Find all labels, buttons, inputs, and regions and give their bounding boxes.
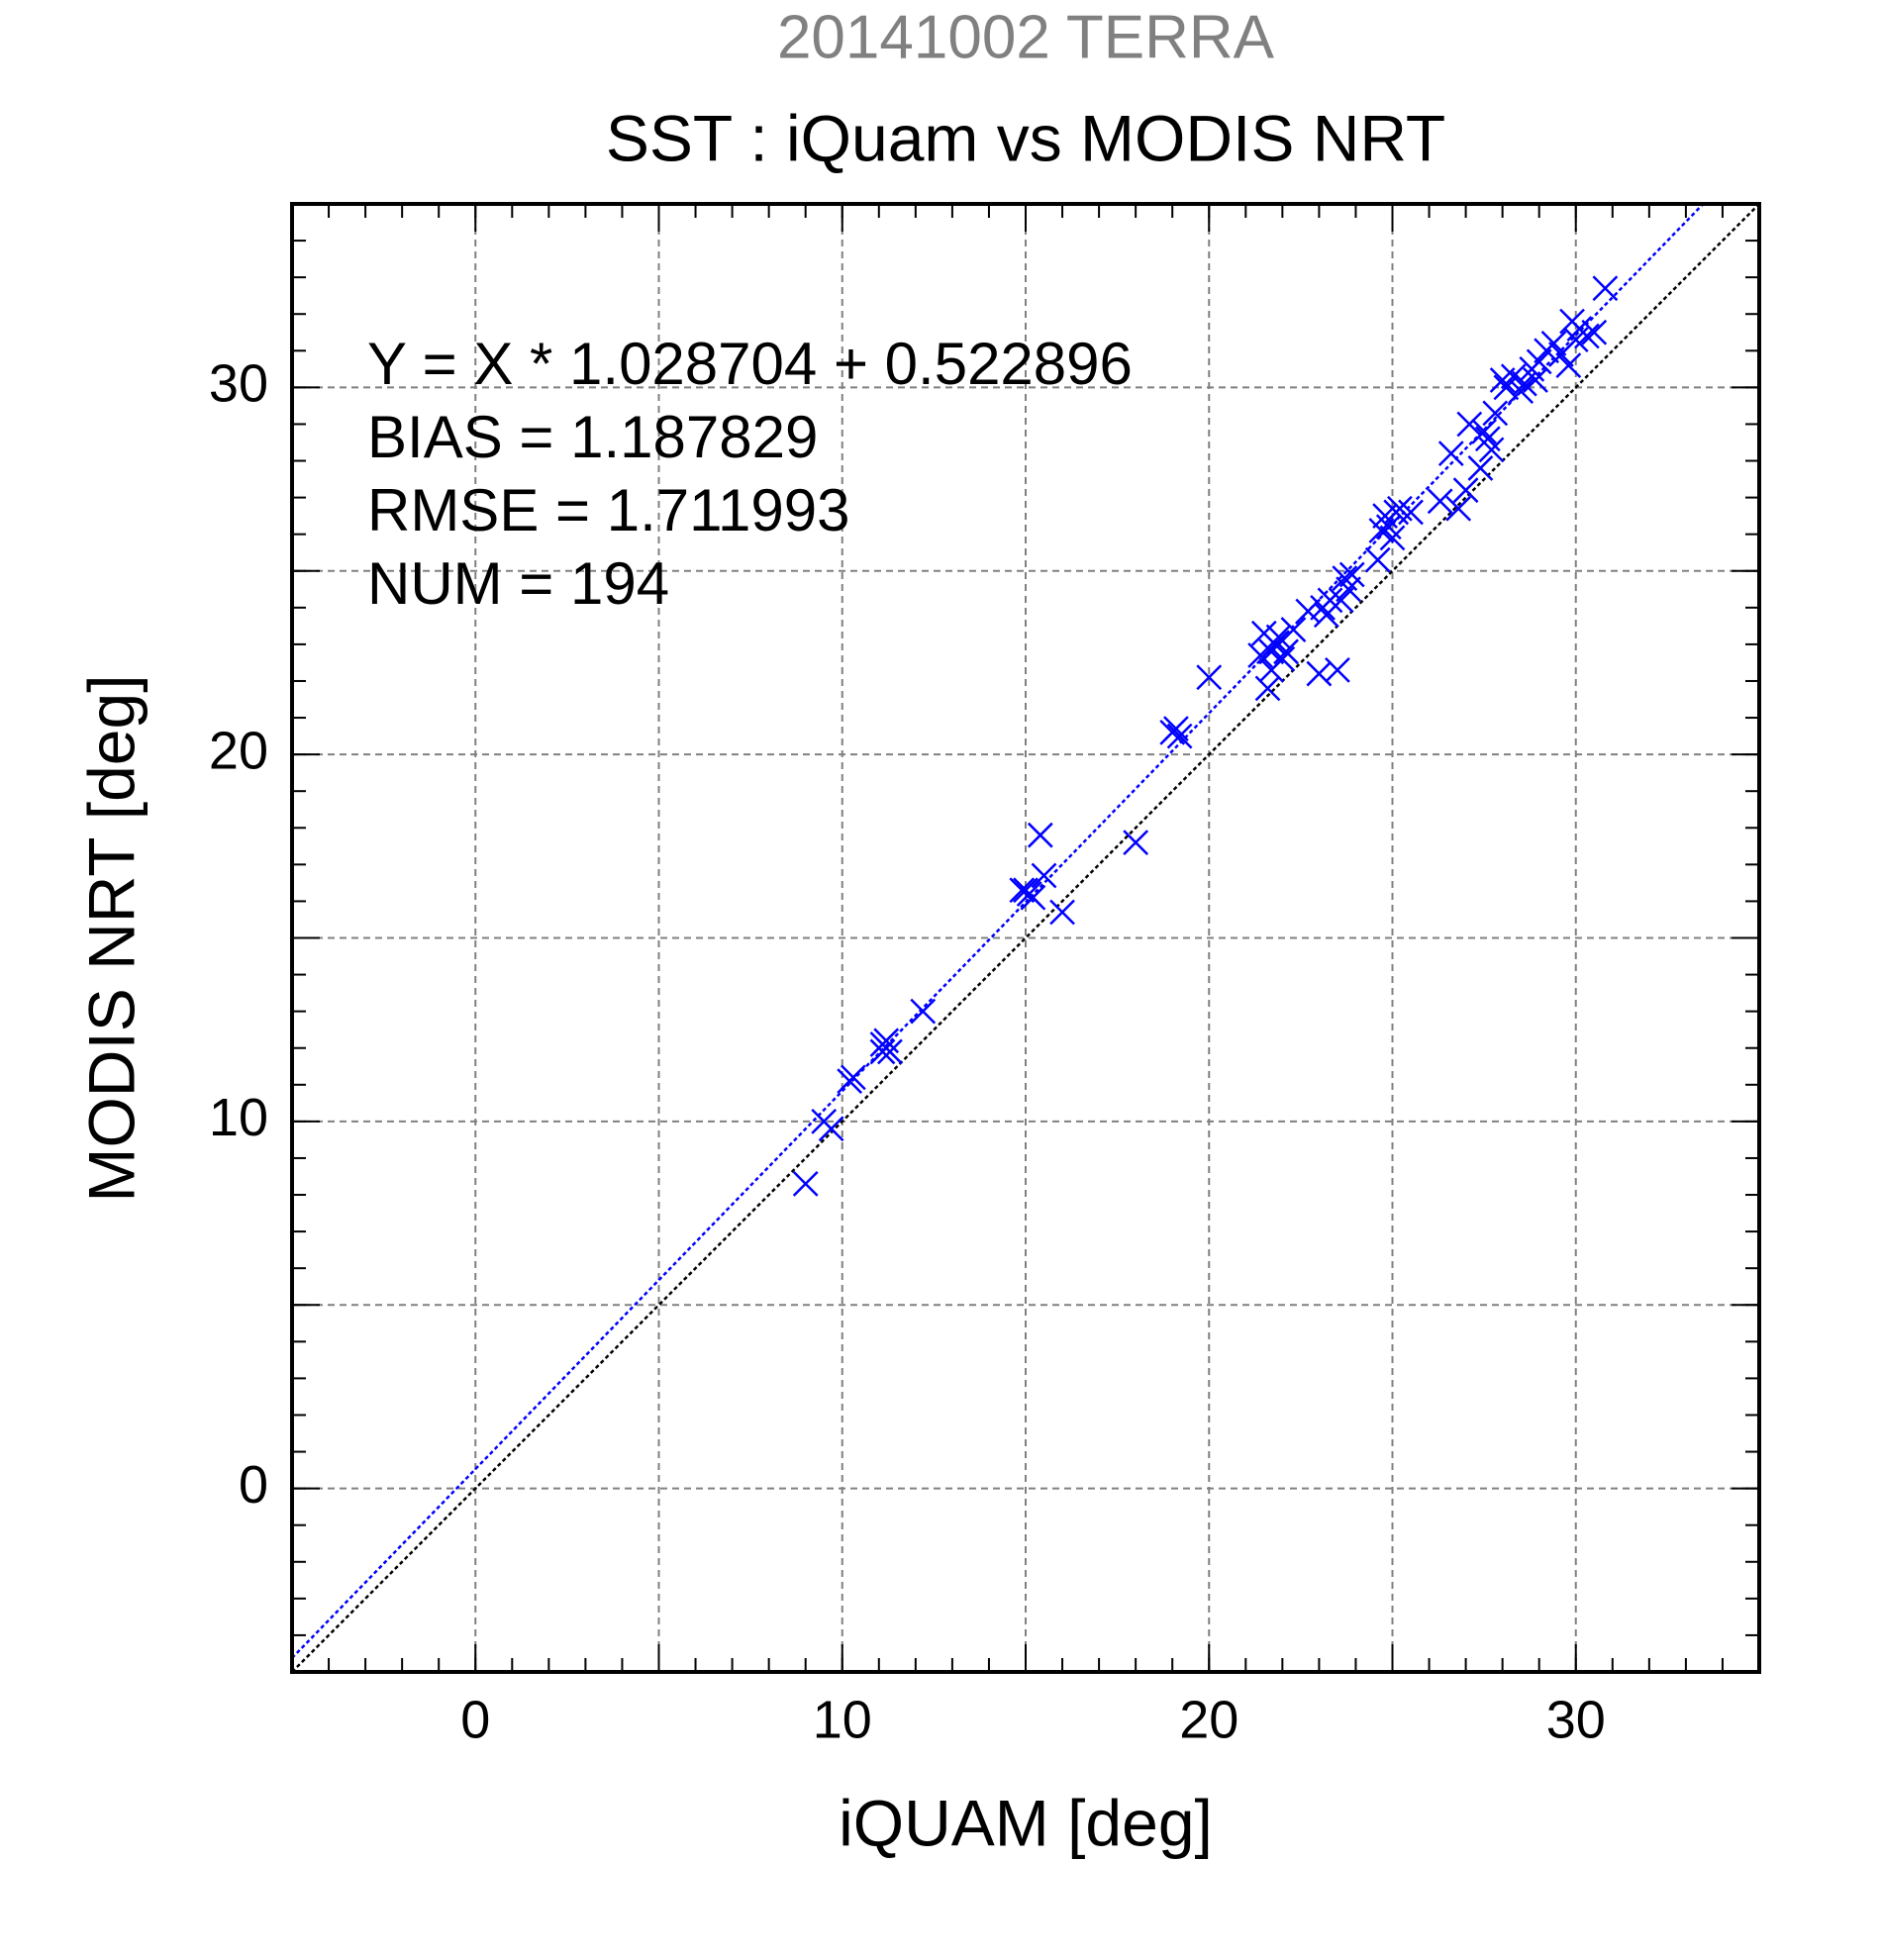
x-tick-label: 0 (460, 1690, 490, 1749)
point (1273, 638, 1299, 665)
point (1336, 576, 1361, 603)
point (1471, 418, 1498, 444)
plot-frame (290, 202, 1761, 1674)
point (1592, 275, 1619, 302)
point (1478, 437, 1505, 463)
point (1540, 331, 1567, 356)
point (1166, 723, 1193, 749)
point (1364, 546, 1391, 573)
x-tick-label: 10 (813, 1690, 872, 1749)
point (910, 998, 937, 1025)
point (1445, 495, 1472, 522)
annotation: RMSE = 1.711993 (367, 477, 850, 543)
point (1452, 477, 1479, 504)
point (1427, 488, 1453, 515)
point (1258, 656, 1285, 683)
point (1482, 400, 1509, 427)
y-tick-label: 20 (209, 721, 268, 780)
y-axis-label: MODIS NRT [deg] (74, 674, 148, 1202)
point (1262, 632, 1288, 657)
point (1437, 441, 1464, 466)
point (1338, 561, 1365, 588)
point (1581, 319, 1608, 345)
point (1526, 348, 1552, 375)
point (1467, 455, 1494, 481)
point (1049, 899, 1075, 926)
point (1456, 411, 1483, 438)
point (1027, 822, 1053, 848)
point (1328, 587, 1354, 614)
x-axis-label: iQUAM [deg] (839, 1786, 1213, 1859)
point (1031, 862, 1057, 889)
annotation: BIAS = 1.187829 (367, 404, 818, 470)
point (1306, 660, 1333, 687)
point (1196, 664, 1223, 691)
y-tick-label: 0 (239, 1455, 268, 1515)
x-tick-label: 20 (1179, 1690, 1238, 1749)
point (1500, 363, 1527, 390)
y-tick-label: 30 (209, 354, 268, 414)
point (1325, 656, 1350, 683)
y-tick-label: 10 (209, 1088, 268, 1147)
point (1123, 830, 1149, 855)
x-tick-label: 30 (1546, 1690, 1606, 1749)
point (1280, 617, 1307, 642)
point (1559, 308, 1585, 335)
point (869, 1038, 896, 1065)
point (877, 1038, 903, 1065)
point (840, 1064, 866, 1091)
point (1379, 525, 1406, 551)
point (1265, 624, 1292, 650)
point (1398, 499, 1424, 526)
point (1163, 716, 1189, 742)
point (1009, 877, 1036, 904)
point (818, 1116, 844, 1142)
chart-title: 20141002 TERRA (777, 3, 1275, 71)
point (1317, 587, 1343, 614)
point (1368, 518, 1395, 543)
annotation: NUM = 194 (367, 550, 669, 617)
point (1508, 378, 1534, 404)
point (1555, 352, 1582, 379)
point (1020, 884, 1046, 911)
chart-subtitle: SST : iQuam vs MODIS NRT (606, 101, 1445, 174)
annotation: Y = X * 1.028704 + 0.522896 (367, 331, 1133, 397)
point (792, 1171, 819, 1197)
